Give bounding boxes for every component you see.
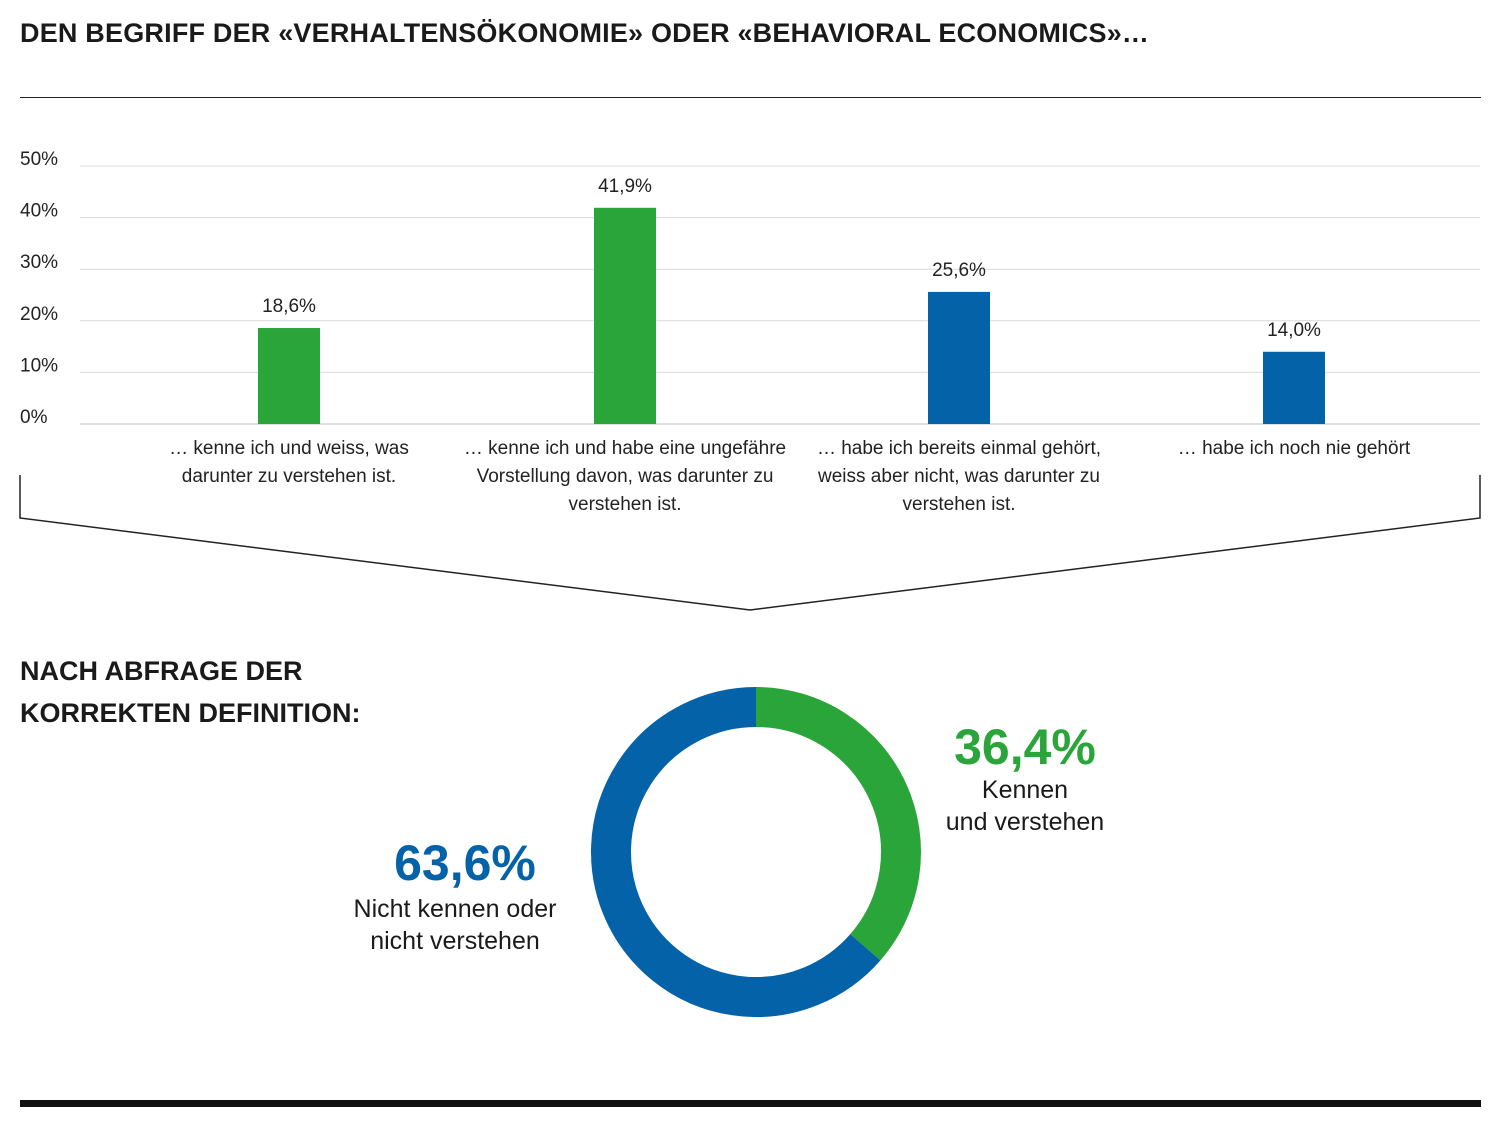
data-labels: 18,6% 41,9% 25,6% 14,0% <box>262 176 1321 341</box>
bracket-connector <box>19 475 1481 611</box>
y-tick-label: 0% <box>20 407 48 428</box>
blue-slice-percentage: 63,6% <box>394 835 536 891</box>
category-label-4: … habe ich noch nie gehört <box>1177 438 1411 459</box>
blue-slice-label: Nicht kennen oder nicht verstehen <box>320 893 590 957</box>
y-tick-label: 50% <box>20 149 58 170</box>
subtitle-line-2: KORREKTEN DEFINITION: <box>20 698 361 728</box>
category-label-1: … kenne ich und weiss, was darunter zu v… <box>169 438 409 487</box>
donut-subtitle: NACH ABFRAGE DER KORREKTEN DEFINITION: <box>20 650 361 734</box>
green-slice-percentage: 36,4% <box>954 719 1096 775</box>
y-tick-label: 20% <box>20 304 58 325</box>
donut-chart <box>591 687 921 1017</box>
y-tick-label: 40% <box>20 201 58 222</box>
green-label-line-1: Kennen <box>981 776 1069 804</box>
data-label-4: 14,0% <box>1267 320 1321 341</box>
bottom-divider <box>20 1100 1481 1107</box>
bar-3 <box>928 291 990 424</box>
blue-label-line-2: nicht verstehen <box>370 927 540 955</box>
chart-title: DEN BEGRIFF DER «VERHALTENSÖKONOMIE» ODE… <box>20 18 1150 48</box>
blue-label-line-1: Nicht kennen oder <box>353 895 557 923</box>
bar-1 <box>258 328 320 424</box>
data-label-1: 18,6% <box>262 296 316 317</box>
y-tick-label: 30% <box>20 252 58 273</box>
bar-2 <box>594 207 656 424</box>
category-label-3: … habe ich bereits einmal gehört, weiss … <box>816 438 1102 515</box>
bars <box>258 207 1325 424</box>
y-tick-labels: 0% 10% 20% 30% 40% 50% <box>20 149 58 428</box>
title-divider <box>20 97 1481 98</box>
bar-4 <box>1263 351 1325 424</box>
green-label-line-2: und verstehen <box>945 808 1105 836</box>
green-slice-label: Kennen und verstehen <box>905 774 1145 838</box>
data-label-3: 25,6% <box>932 260 986 281</box>
subtitle-line-1: NACH ABFRAGE DER <box>20 656 303 686</box>
donut-slice-1 <box>755 687 921 961</box>
y-tick-label: 10% <box>20 355 58 376</box>
category-label-2: … kenne ich und habe eine ungefähre Vors… <box>463 438 787 515</box>
donut-slice-2 <box>591 687 881 1017</box>
data-label-2: 41,9% <box>598 176 652 197</box>
